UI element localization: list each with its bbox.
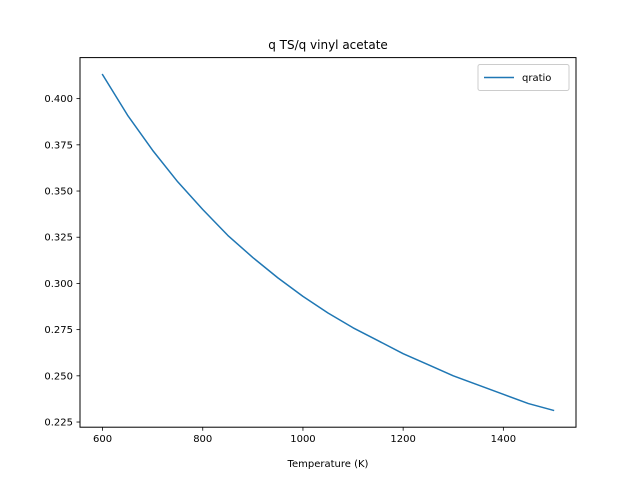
x-axis-ticks: 600 800 1000 1200 1400 <box>93 427 516 445</box>
plot-area <box>79 57 577 428</box>
x-tick-label: 1200 <box>390 434 415 445</box>
y-axis-ticks: 0.225 0.250 0.275 0.300 0.325 0.350 0.375 0.400 <box>44 94 80 429</box>
y-tick-label: 0.275 <box>44 325 73 336</box>
y-tick-label: 0.375 <box>44 140 73 151</box>
series-group <box>101 73 555 412</box>
y-tick-label: 0.350 <box>44 187 73 198</box>
legend: qratio <box>477 64 570 91</box>
x-tick-label: 1400 <box>491 434 516 445</box>
chart-title: q TS/q vinyl acetate <box>268 38 388 52</box>
x-tick-label: 1000 <box>290 434 315 445</box>
series-line-qratio <box>101 73 555 412</box>
y-tick-label: 0.300 <box>44 279 73 290</box>
x-tick-label: 600 <box>93 434 112 445</box>
y-tick-label: 0.225 <box>44 418 73 429</box>
y-tick-label: 0.325 <box>44 233 73 244</box>
legend-box <box>477 64 570 91</box>
x-tick-label: 800 <box>193 434 212 445</box>
y-tick-label: 0.400 <box>44 94 73 105</box>
x-axis-label: Temperature (K) <box>287 459 369 470</box>
axes-frame <box>79 57 577 428</box>
y-tick-label: 0.250 <box>44 371 73 382</box>
legend-label-qratio: qratio <box>522 73 551 84</box>
